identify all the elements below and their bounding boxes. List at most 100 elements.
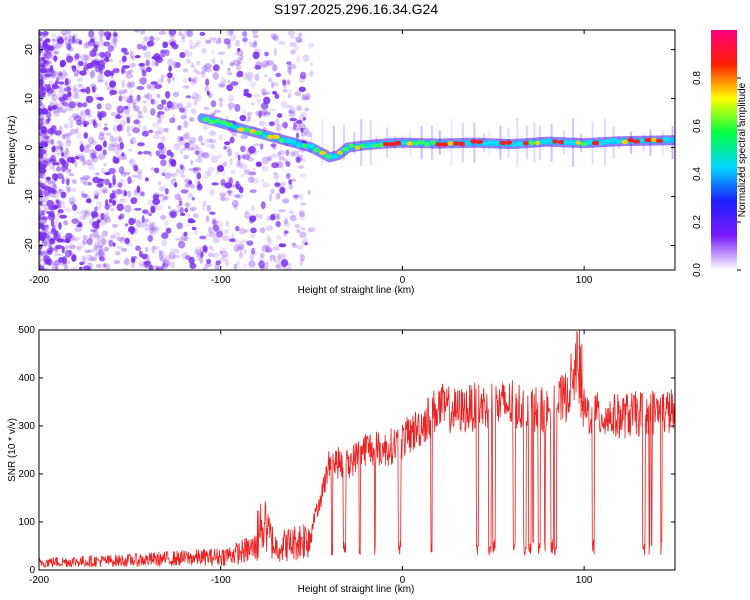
spectrogram-noise-blob: [104, 123, 108, 127]
spectrogram-noise-blob: [152, 198, 161, 205]
spectrogram-noise-blob: [307, 190, 312, 195]
spectrogram-noise-blob: [116, 188, 123, 195]
spectrogram-noise-blob: [274, 183, 282, 189]
spectrogram-noise-blob: [260, 252, 265, 258]
spectrogram-noise-blob: [64, 152, 68, 159]
spectrogram-noise-blob: [196, 254, 202, 262]
spectrogram-noise-blob: [55, 265, 59, 270]
spectrogram-noise-blob: [241, 239, 249, 244]
spectrogram-noise-blob: [212, 64, 220, 72]
snr-series-line: [39, 330, 675, 569]
spectrogram-noise-blob: [212, 112, 216, 117]
spectrogram-noise-blob: [132, 127, 140, 134]
spectrogram-noise-blob: [84, 249, 90, 254]
spectrogram-track-blob: [627, 137, 634, 143]
spectrogram-noise-blob: [283, 231, 288, 237]
spectrogram-noise-blob: [160, 50, 167, 58]
spectrogram-noise-blob: [48, 158, 57, 163]
spectrogram-noise-blob: [194, 147, 202, 153]
spectrogram-noise-blob: [252, 167, 256, 171]
spectrogram-noise-blob: [162, 41, 169, 49]
spectrogram-noise-blob: [253, 48, 260, 54]
spectrogram-noise-blob: [140, 30, 146, 35]
spectrogram-noise-blob: [269, 108, 277, 112]
spectrogram-noise-blob: [287, 92, 292, 99]
spectrogram-noise-blob: [96, 219, 101, 224]
spectrogram-noise-blob: [121, 47, 128, 53]
spectrogram-track-blob: [580, 141, 588, 147]
spectrogram-noise-blob: [139, 77, 147, 85]
spectrogram-noise-blob: [143, 94, 150, 99]
spectrogram-noise-blob: [128, 125, 137, 132]
spectrogram-noise-blob: [130, 197, 138, 205]
spectrogram-track-blob: [232, 125, 238, 130]
spectrogram-noise-blob: [105, 262, 110, 269]
snr-y-tick-label: 100: [18, 517, 35, 528]
spectrogram-noise-blob: [219, 192, 227, 198]
spectrogram-track-blob: [511, 142, 518, 147]
spectrogram-noise-blob: [163, 221, 170, 226]
spectrogram-noise-blob: [302, 238, 308, 246]
spectrogram-noise-blob: [286, 80, 290, 85]
spectrogram-noise-blob: [45, 76, 49, 81]
spectrogram-noise-blob: [89, 49, 97, 58]
spectrogram-noise-blob: [199, 256, 204, 264]
colorbar-tick-label: 0.4: [692, 167, 703, 181]
spectrogram-noise-blob: [266, 216, 271, 222]
spectrogram-noise-blob: [210, 144, 216, 150]
spectrogram-noise-blob: [229, 34, 237, 42]
spectrogram-noise-blob: [292, 243, 298, 249]
spectrogram-noise-blob: [52, 183, 57, 187]
spectrogram-track-blob: [348, 143, 355, 148]
spectrogram-noise-blob: [160, 168, 168, 172]
spectrogram-noise-blob: [110, 111, 116, 117]
spectrogram-noise-blob: [94, 195, 99, 200]
spectrogram-noise-blob: [204, 170, 212, 177]
spectrogram-noise-blob: [249, 253, 255, 261]
spectrogram-noise-blob: [39, 100, 43, 107]
spectrogram-noise-blob: [171, 76, 176, 81]
spectrogram-noise-blob: [103, 246, 110, 252]
spectrogram-noise-blob: [46, 49, 53, 55]
spectrogram-noise-blob: [201, 65, 208, 72]
spectrogram-track-blob: [487, 140, 495, 145]
spectrogram-noise-blob: [76, 210, 84, 215]
spectrogram-noise-blob: [229, 30, 234, 35]
spectrogram-noise-blob: [66, 43, 72, 51]
spectrogram-noise-blob: [123, 107, 130, 115]
spectrogram-noise-blob: [119, 141, 124, 150]
spectrogram-noise-blob: [74, 156, 80, 160]
spectrogram-x-tick-label: 100: [576, 275, 593, 286]
spectrogram-noise-blob: [130, 227, 134, 235]
spectrogram-noise-blob: [119, 127, 125, 131]
spectrogram-noise-blob: [215, 231, 224, 238]
spectrogram-noise-blob: [231, 232, 235, 239]
spectrogram-track-blob: [254, 130, 263, 135]
spectrogram-noise-blob: [99, 67, 104, 75]
spectrogram-noise-blob: [48, 80, 54, 85]
spectrogram-noise-blob: [246, 93, 252, 98]
spectrogram-noise-blob: [156, 193, 165, 197]
spectrogram-noise-blob: [234, 240, 242, 245]
spectrogram-noise-blob: [202, 124, 209, 131]
spectrogram-noise-blob: [244, 209, 249, 214]
spectrogram-noise-blob: [295, 124, 301, 128]
spectrogram-noise-blob: [273, 35, 280, 43]
spectrogram-noise-blob: [69, 187, 77, 193]
spectrogram-noise-blob: [64, 132, 73, 137]
spectrogram-noise-blob: [160, 135, 166, 143]
spectrogram-noise-blob: [293, 194, 299, 200]
spectrogram-noise-blob: [48, 184, 55, 192]
spectrogram-track-blob: [306, 143, 315, 149]
spectrogram-noise-blob: [67, 46, 74, 52]
spectrogram-track-blob: [249, 129, 257, 134]
spectrogram-noise-blob: [57, 151, 63, 156]
spectrogram-noise-blob: [46, 87, 54, 94]
spectrogram-noise-blob: [308, 42, 315, 48]
spectrogram-noise-blob: [295, 119, 303, 125]
spectrogram-noise-blob: [113, 157, 120, 164]
spectrogram-noise-blob: [143, 36, 150, 42]
spectrogram-noise-blob: [165, 227, 172, 234]
spectrogram-noise-blob: [265, 248, 273, 253]
spectrogram-noise-blob: [68, 168, 72, 174]
